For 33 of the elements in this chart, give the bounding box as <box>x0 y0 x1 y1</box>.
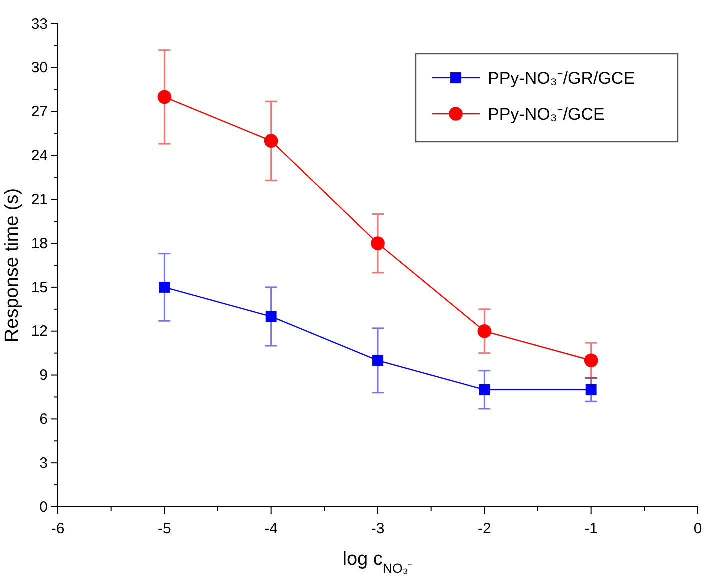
legend-label: PPy-NO₃⁻/GCE <box>488 105 605 124</box>
x-tick-label: -1 <box>584 520 598 538</box>
point <box>266 311 277 322</box>
y-tick-label: 6 <box>40 410 48 428</box>
x-tick-label: -2 <box>478 520 492 538</box>
y-tick-label: 9 <box>40 367 48 384</box>
point <box>159 282 170 293</box>
x-tick-label: -5 <box>158 520 172 538</box>
point <box>478 324 492 338</box>
point <box>158 90 172 104</box>
point <box>264 134 278 148</box>
x-tick-label: 0 <box>694 520 702 538</box>
y-axis-title: Response time (s) <box>2 188 23 343</box>
y-tick-label: 0 <box>40 498 48 516</box>
y-tick-label: 21 <box>31 191 48 208</box>
y-tick-label: 27 <box>31 104 48 121</box>
x-axis-title: log c$_{NO₃⁻}$ <box>342 549 414 576</box>
y-tick-label: 12 <box>31 323 48 340</box>
y-tick-label: 3 <box>40 454 48 472</box>
y-tick-label: 33 <box>31 16 48 33</box>
point <box>479 384 490 396</box>
x-tick-label: -6 <box>51 520 65 538</box>
y-tick-label: 24 <box>31 148 48 165</box>
y-tick-label: 18 <box>31 235 48 252</box>
point <box>372 355 384 366</box>
x-tick-label: -3 <box>371 520 385 538</box>
point <box>586 384 597 396</box>
legend-label: PPy-NO₃⁻/GR/GCE <box>488 69 636 88</box>
point <box>371 236 385 250</box>
y-tick-label: 30 <box>31 60 48 77</box>
x-tick-label: -4 <box>264 520 278 538</box>
point <box>584 354 598 368</box>
y-tick-label: 15 <box>31 279 48 296</box>
